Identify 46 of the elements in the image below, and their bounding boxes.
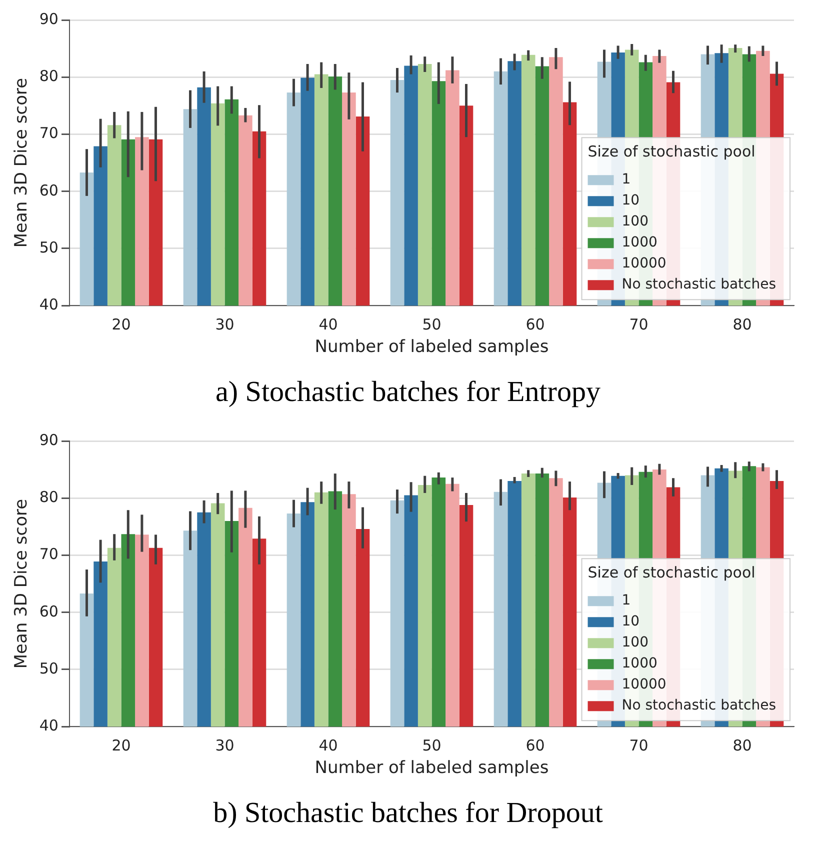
y-tick-label: 80 — [39, 67, 58, 86]
x-tick-label: 20 — [112, 736, 131, 754]
legend-label: 1 — [622, 172, 631, 188]
x-tick-label: 60 — [526, 736, 545, 754]
y-tick-label: 60 — [39, 602, 58, 620]
y-tick-label: 90 — [39, 430, 58, 449]
legend-label: 1000 — [622, 656, 658, 672]
legend-label: 10 — [622, 614, 640, 630]
text: b) Stochastic batches for Dropout — [212, 796, 604, 831]
x-tick-label: 20 — [112, 315, 131, 334]
x-axis-title: Number of labeled samples — [314, 758, 549, 778]
x-tick-label: 40 — [318, 315, 338, 334]
x-tick-label: 70 — [629, 315, 648, 334]
y-axis-title: Mean 3D Dice score — [12, 78, 32, 248]
text: a) Stochastic batches for Entropy — [214, 375, 602, 410]
y-tick-label: 80 — [39, 488, 58, 506]
y-tick-label: 90 — [39, 10, 58, 28]
legend-label: 1000 — [622, 234, 658, 251]
legend-title: Size of stochastic pool — [588, 563, 756, 582]
x-axis-title: Number of labeled samples — [314, 337, 549, 358]
legend-label: 100 — [622, 634, 648, 651]
legend-label: No stochastic batches — [622, 698, 776, 714]
legend-label: No stochastic batches — [622, 276, 776, 293]
legend-label: 10000 — [622, 256, 666, 272]
legend-label: 1 — [622, 592, 631, 609]
x-tick-label: 50 — [422, 736, 442, 754]
x-tick-label: 30 — [215, 315, 234, 334]
x-tick-label: 30 — [215, 736, 234, 754]
x-tick-label: 80 — [732, 315, 752, 334]
y-tick-label: 70 — [39, 545, 58, 564]
y-tick-label: 60 — [39, 181, 58, 200]
y-axis-title: Mean 3D Dice score — [12, 498, 32, 669]
legend-label: 10 — [622, 192, 640, 209]
x-tick-label: 40 — [318, 736, 338, 754]
x-tick-label: 70 — [629, 736, 648, 754]
legend-label: 100 — [622, 214, 648, 230]
x-tick-label: 60 — [526, 315, 545, 334]
y-tick-label: 50 — [39, 238, 58, 256]
x-tick-label: 80 — [732, 736, 752, 754]
legend-title: Size of stochastic pool — [588, 142, 756, 160]
y-tick-label: 40 — [39, 295, 58, 314]
y-tick-label: 70 — [39, 124, 58, 142]
x-tick-label: 50 — [422, 315, 442, 334]
legend-label: 10000 — [622, 676, 666, 693]
y-tick-label: 50 — [39, 659, 58, 678]
y-tick-label: 40 — [39, 716, 58, 734]
